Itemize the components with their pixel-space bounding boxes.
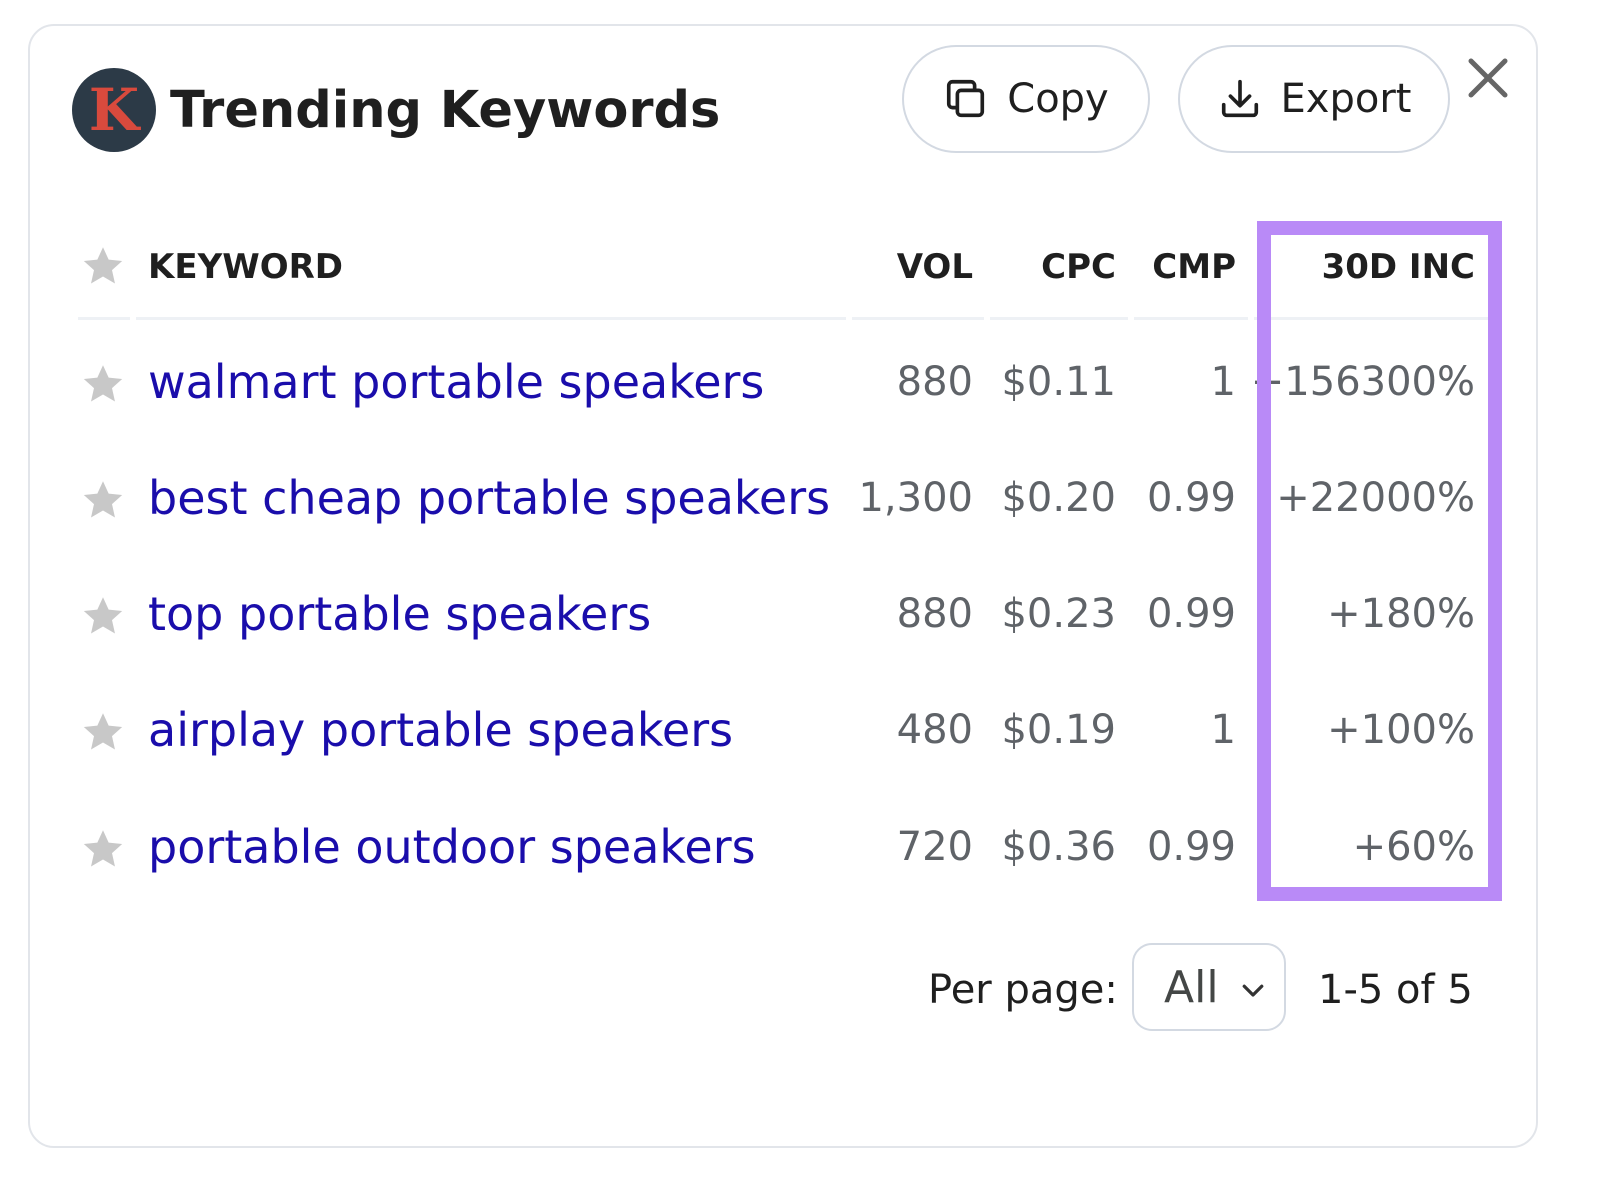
- header-divider: [136, 317, 846, 320]
- per-page-value: All: [1164, 962, 1219, 1013]
- panel-title: Trending Keywords: [170, 81, 721, 140]
- competition-cell: 0.99: [1146, 824, 1236, 870]
- star-icon[interactable]: [80, 243, 126, 289]
- per-page-label: Per page:: [928, 967, 1118, 1013]
- column-header-keyword[interactable]: KEYWORD: [148, 247, 344, 287]
- increase-cell: +100%: [1327, 707, 1475, 753]
- download-icon: [1221, 79, 1258, 118]
- cpc-cell: $0.19: [1001, 707, 1116, 753]
- increase-cell: +22000%: [1276, 475, 1475, 521]
- trending-keywords-panel: [28, 24, 1538, 1148]
- keyword-link[interactable]: walmart portable speakers: [148, 355, 765, 409]
- 30d-inc-column-highlight: [1257, 221, 1502, 901]
- star-icon[interactable]: [80, 361, 126, 407]
- column-header-cmp[interactable]: CMP: [1152, 247, 1236, 287]
- pagination-range: 1-5 of 5: [1318, 967, 1473, 1013]
- volume-cell: 880: [896, 591, 973, 637]
- volume-cell: 480: [896, 707, 973, 753]
- column-header-30d-inc[interactable]: 30D INC: [1321, 247, 1475, 287]
- star-icon[interactable]: [80, 709, 126, 755]
- star-icon[interactable]: [80, 826, 126, 872]
- increase-cell: +156300%: [1250, 359, 1475, 405]
- header-divider: [852, 317, 984, 320]
- cpc-cell: $0.11: [1001, 359, 1116, 405]
- keyword-link[interactable]: best cheap portable speakers: [148, 471, 831, 525]
- increase-cell: +180%: [1327, 591, 1475, 637]
- per-page-select[interactable]: All: [1132, 943, 1286, 1031]
- competition-cell: 1: [1210, 707, 1236, 753]
- cpc-cell: $0.36: [1001, 824, 1116, 870]
- copy-button[interactable]: Copy: [902, 45, 1150, 153]
- keyword-link[interactable]: portable outdoor speakers: [148, 820, 756, 874]
- cpc-cell: $0.23: [1001, 591, 1116, 637]
- header-divider: [1134, 317, 1248, 320]
- keyword-link[interactable]: top portable speakers: [148, 587, 652, 641]
- close-button[interactable]: [1462, 52, 1514, 104]
- header-divider: [990, 317, 1128, 320]
- export-button[interactable]: Export: [1178, 45, 1450, 153]
- volume-cell: 880: [896, 359, 973, 405]
- copy-button-label: Copy: [1007, 76, 1109, 122]
- cpc-cell: $0.20: [1001, 475, 1116, 521]
- competition-cell: 0.99: [1146, 475, 1236, 521]
- increase-cell: +60%: [1352, 824, 1475, 870]
- header-divider: [1254, 317, 1488, 320]
- export-button-label: Export: [1280, 76, 1412, 122]
- volume-cell: 720: [896, 824, 973, 870]
- header-divider: [78, 317, 130, 320]
- close-icon: [1468, 58, 1508, 98]
- star-icon[interactable]: [80, 477, 126, 523]
- star-icon[interactable]: [80, 593, 126, 639]
- competition-cell: 1: [1210, 359, 1236, 405]
- volume-cell: 1,300: [858, 475, 973, 521]
- chevron-down-icon: [1242, 984, 1264, 997]
- copy-icon: [947, 79, 985, 118]
- competition-cell: 0.99: [1146, 591, 1236, 637]
- column-header-vol[interactable]: VOL: [896, 247, 973, 287]
- keyword-link[interactable]: airplay portable speakers: [148, 703, 734, 757]
- column-header-cpc[interactable]: CPC: [1041, 247, 1116, 287]
- keywords-everywhere-logo: K: [72, 68, 156, 152]
